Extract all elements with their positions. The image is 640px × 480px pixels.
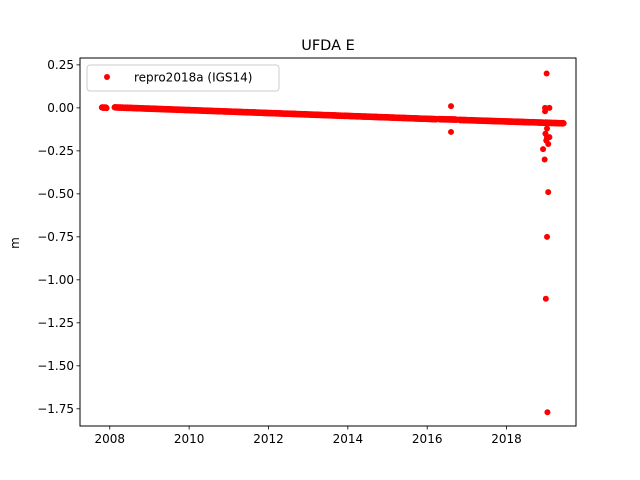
data-series: [98, 70, 567, 416]
data-point-outlier: [448, 103, 455, 110]
data-point-outlier: [542, 295, 549, 302]
legend-marker: [104, 74, 110, 80]
axes-frame: [79, 57, 577, 427]
y-tick-label: −1.50: [37, 359, 74, 373]
data-point: [103, 105, 110, 112]
legend-box: [86, 64, 280, 92]
data-point-outlier: [544, 125, 551, 132]
data-point: [560, 120, 567, 127]
x-tick-label: 2014: [333, 432, 364, 446]
data-point-outlier: [544, 233, 551, 240]
y-tick-label: −1.75: [37, 402, 74, 416]
data-point-outlier: [540, 146, 547, 153]
data-point-outlier: [543, 70, 550, 77]
x-axis: 2008 2010 2012 2014 2016 2018: [94, 426, 522, 446]
x-tick-label: 2012: [253, 432, 284, 446]
chart-title: UFDA E: [301, 38, 355, 54]
x-tick-label: 2018: [491, 432, 522, 446]
data-point-outlier: [544, 409, 551, 416]
data-point-outlier: [545, 189, 552, 196]
data-point-outlier: [546, 104, 553, 111]
x-tick-label: 2016: [412, 432, 443, 446]
y-tick-label: −0.50: [37, 187, 74, 201]
legend: repro2018a (IGS14): [86, 64, 280, 92]
data-point-outlier: [544, 134, 551, 141]
x-tick-label: 2010: [174, 432, 205, 446]
data-point-outlier: [541, 156, 548, 163]
x-tick-label: 2008: [94, 432, 125, 446]
legend-label: repro2018a (IGS14): [134, 71, 252, 85]
y-axis-label: m: [8, 237, 22, 249]
y-tick-label: 0.25: [47, 58, 74, 72]
y-axis: 0.25 0.00 −0.25 −0.50 −0.75 −1.00 −1.25 −1.50 −1…: [37, 58, 80, 416]
data-point-outlier: [448, 128, 455, 135]
y-tick-label: −1.00: [37, 273, 74, 287]
data-point-outlier: [545, 140, 552, 147]
data-point-outlier: [542, 108, 549, 115]
y-tick-label: −0.25: [37, 144, 74, 158]
y-tick-label: −0.75: [37, 230, 74, 244]
y-tick-label: 0.00: [47, 101, 74, 115]
y-tick-label: −1.25: [37, 316, 74, 330]
